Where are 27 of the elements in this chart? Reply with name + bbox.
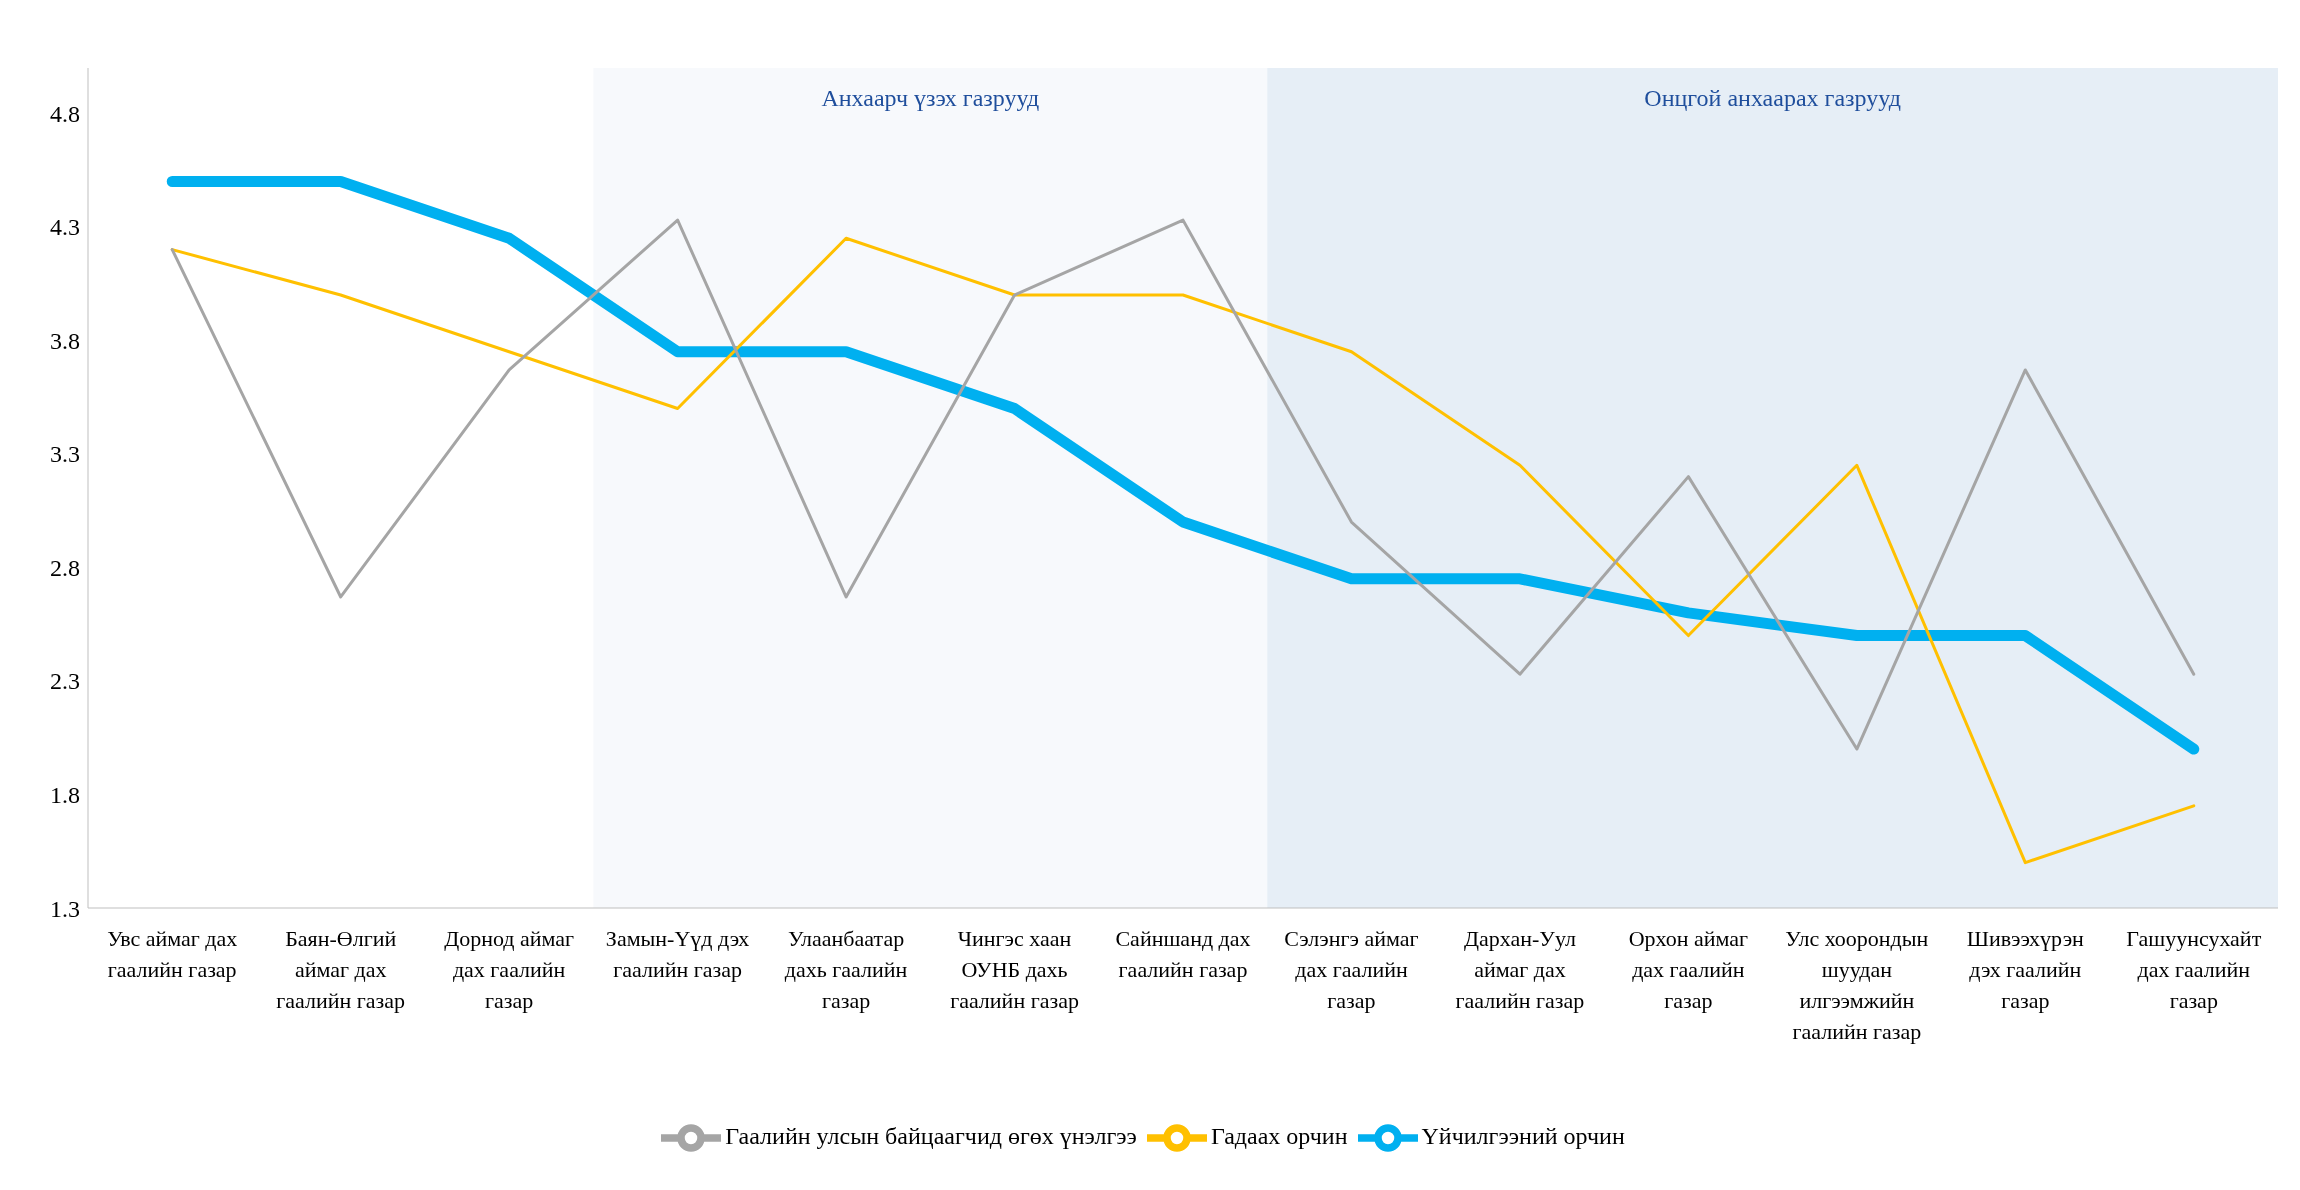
y-tick-label: 2.3: [50, 668, 80, 695]
x-tick-label: Сайншанд дах гаалийн газар: [1115, 926, 1251, 982]
band-label: Анхаарч үзэх газрууд: [821, 85, 1040, 111]
band-label: Онцгой анхаарах газрууд: [1644, 85, 1901, 111]
y-tick-label: 1.8: [50, 782, 80, 809]
x-tick-label: Баян-Өлгий аймаг дах гаалийн газар: [276, 926, 406, 1013]
x-tick-label: Гашуунсухайт дах гаалийн газар: [2126, 926, 2262, 1013]
y-tick-label: 4.3: [50, 214, 80, 241]
x-tick-label: Дархан-Уул аймаг дах гаалийн газар: [1455, 926, 1585, 1013]
x-tick-label: Дорнод аймаг дах гаалийн газар: [444, 926, 575, 1013]
x-tick-label: Сэлэнгэ аймаг дах гаалийн газар: [1284, 926, 1419, 1013]
x-tick-label: Улс хоорондын шуудан илгээмжийн гаалийн газар: [1785, 926, 1929, 1044]
x-tick-label: Орхон аймаг дах гаалийн газар: [1628, 926, 1749, 1013]
x-tick-label: Шивээхүрэн дэх гаалийн газар: [1966, 926, 2085, 1013]
y-tick-label: 4.8: [50, 100, 80, 127]
y-tick-label: 3.3: [50, 441, 80, 468]
y-tick-label: 3.8: [50, 327, 80, 354]
x-tick-label: Чингэс хаан ОУНБ дахь гаалийн газар: [950, 926, 1079, 1013]
legend-label: Гадаах орчин: [1210, 1122, 1348, 1149]
y-tick-label: 1.3: [50, 895, 80, 922]
legend-label: Гаалийн улсын байцаагчид өгөх үнэлгээ: [725, 1122, 1137, 1149]
x-tick-label: Замын-Үүд дэх гаалийн газар: [605, 926, 750, 982]
x-tick-label: Улаанбаатар дахь гаалийн газар: [784, 926, 908, 1013]
line-series: [170, 236, 2196, 865]
legend-label: Үйчилгээний орчин: [1421, 1122, 1625, 1149]
y-tick-label: 2.8: [50, 554, 80, 581]
x-tick-label: Увс аймаг дах гаалийн газар: [107, 926, 238, 982]
